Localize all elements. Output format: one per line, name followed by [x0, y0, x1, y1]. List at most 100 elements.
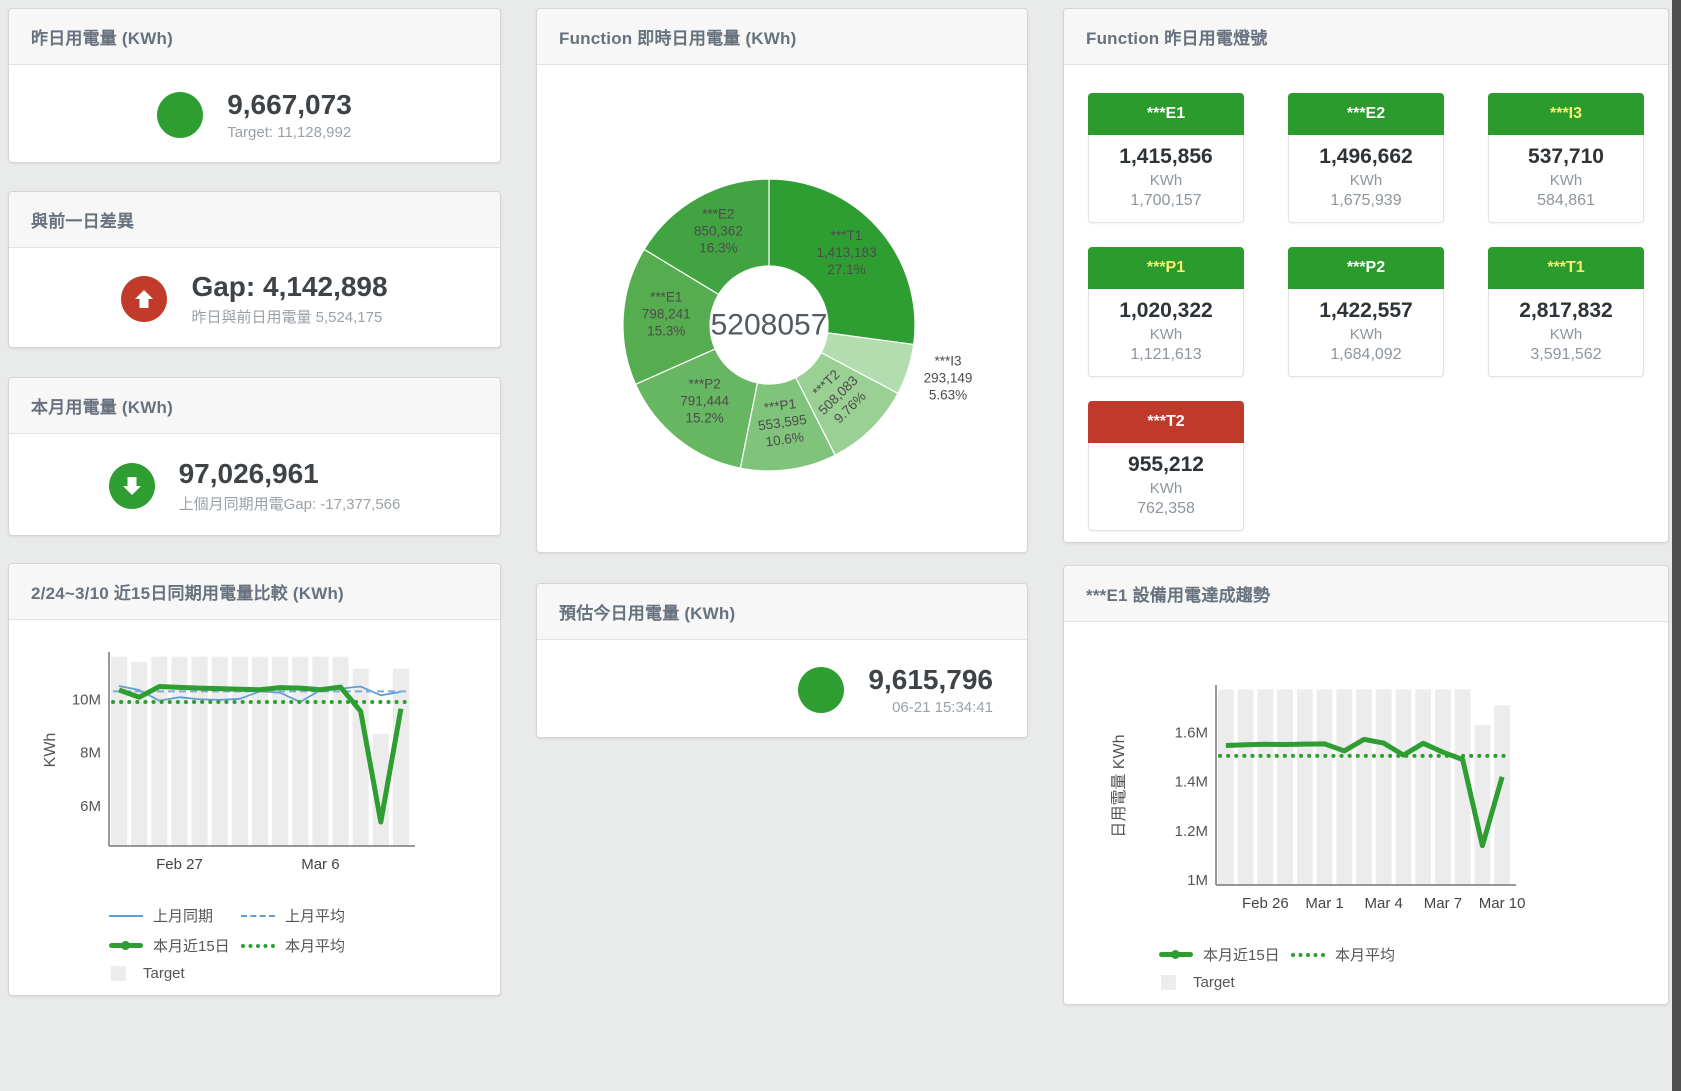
target-bar — [211, 656, 228, 846]
x-tick-label: Mar 10 — [1479, 895, 1526, 912]
light-tile-e1-target: 1,700,157 — [1130, 192, 1202, 209]
green-dots-swatch-icon — [241, 943, 275, 948]
arrow-down-circle-icon — [108, 463, 155, 509]
e1-trend-chart: 1M 1.2M 1.4M 1.6M 日用電量 KWh Feb 26 Mar 1 Mar 4 Ma… — [1064, 681, 1668, 936]
day-gap-subtitle: 昨日與前日用電量 5,524,175 — [191, 309, 383, 327]
estimate-today-timestamp: 06-21 15:34:41 — [892, 699, 993, 717]
light-tile-p1-header: ***P1 — [1088, 247, 1244, 289]
donut-slice-label: ***E1 798,241 15.3% — [642, 289, 691, 338]
x-tick-label: Feb 27 — [156, 856, 203, 873]
legend-item[interactable]: 本月近15日 — [109, 935, 241, 956]
x-tick-label: Mar 6 — [301, 856, 339, 873]
card-status-lights-title: Function 昨日用電燈號 — [1064, 9, 1668, 65]
estimate-today-value: 9,615,796 — [868, 663, 993, 695]
middle-column: Function 即時日用電量 (KWh) ***T1 1,413,183 27.1… — [536, 8, 1028, 738]
donut-slice[interactable] — [643, 177, 770, 295]
legend-item[interactable]: Target — [1159, 974, 1291, 991]
light-tile-i3-body: 537,710 KWh 584,861 — [1488, 135, 1644, 223]
legend-label: Target — [1193, 974, 1235, 991]
card-compare-chart: 2/24~3/10 近15日同期用電量比較 (KWh) 6M 8M 10M KWh Fe… — [8, 563, 501, 996]
card-e1-trend-chart-title: ***E1 設備用電達成趨勢 — [1064, 566, 1668, 622]
month-usage-gap: 上個月同期用電Gap: -17,377,566 — [178, 496, 401, 514]
legend-item[interactable]: 本月近15日 — [1159, 944, 1291, 965]
light-tile-t1-body: 2,817,832 KWh 3,591,562 — [1488, 289, 1644, 377]
target-bar — [251, 656, 269, 846]
compare-chart-legend: 上月同期 上月平均 本月近15日 本月平均 Target — [109, 905, 500, 982]
donut-slice-label: ***E2 850,362 16.3% — [694, 206, 743, 255]
day-gap-body: Gap: 4,142,898 昨日與前日用電量 5,524,175 — [9, 248, 500, 350]
legend-item[interactable]: 本月平均 — [241, 935, 373, 956]
target-bar — [1454, 689, 1471, 885]
target-bar — [1435, 689, 1451, 885]
donut-slice[interactable] — [768, 177, 916, 345]
light-tile-p2-target: 1,684,092 — [1330, 346, 1402, 363]
light-tile-e1-unit: KWh — [1149, 172, 1183, 189]
card-estimate-today-title: 預估今日用電量 (KWh) — [537, 584, 1027, 640]
card-day-gap: 與前一日差異 Gap: 4,142,898 昨日與前日用電量 5,524,175 — [8, 191, 501, 348]
e1-trend-chart-legend: 本月近15日 本月平均 Target — [1159, 944, 1668, 991]
legend-label: 本月平均 — [285, 938, 346, 955]
target-bar — [372, 734, 389, 846]
target-bar — [191, 656, 208, 846]
light-tile-t1-target: 3,591,562 — [1530, 346, 1602, 363]
target-bar — [392, 668, 409, 846]
month-usage-value: 97,026,961 — [178, 457, 319, 489]
light-tile-e2-value: 1,496,662 — [1319, 145, 1413, 168]
day-gap-value: Gap: 4,142,898 — [191, 270, 388, 302]
light-tile-e2[interactable]: ***E2 1,496,662 KWh 1,675,939 — [1288, 93, 1444, 223]
donut-slice-label: ***P1553,59510.6% — [755, 395, 810, 450]
status-circle-icon — [798, 667, 845, 713]
arrow-up-circle-icon — [121, 276, 168, 322]
light-tile-p2[interactable]: ***P2 1,422,557 KWh 1,684,092 — [1288, 247, 1444, 377]
target-bar — [111, 656, 128, 846]
estimate-today-body: 9,615,796 06-21 15:34:41 — [537, 640, 1027, 740]
legend-item[interactable]: 上月同期 — [109, 905, 241, 926]
target-bar — [1277, 689, 1293, 885]
light-tile-p1-unit: KWh — [1149, 326, 1183, 343]
card-e1-trend-chart: ***E1 設備用電達成趨勢 1M 1.2M 1.4M 1.6M 日用電量 KWh Feb… — [1063, 565, 1669, 1005]
light-tile-t2-target: 762,358 — [1137, 500, 1195, 517]
right-column: Function 昨日用電燈號 ***E1 1,415,856 KWh 1,70… — [1063, 8, 1669, 1005]
y-tick-label: 1M — [1187, 872, 1208, 889]
light-tile-i3[interactable]: ***I3 537,710 KWh 584,861 — [1488, 93, 1644, 223]
scrollbar[interactable] — [1672, 0, 1681, 1091]
donut-slice-label: ***T1 1,413,183 27.1% — [817, 228, 877, 277]
y-tick-label: 1.6M — [1175, 725, 1208, 742]
card-month-usage-title: 本月用電量 (KWh) — [9, 378, 500, 434]
light-tile-t1-value: 2,817,832 — [1519, 299, 1613, 322]
light-tile-i3-header: ***I3 — [1488, 93, 1644, 135]
light-tile-p2-value: 1,422,557 — [1319, 299, 1413, 322]
green-dots-swatch-icon — [1291, 952, 1325, 957]
card-status-lights: Function 昨日用電燈號 ***E1 1,415,856 KWh 1,70… — [1063, 8, 1669, 543]
light-tile-e1-body: 1,415,856 KWh 1,700,157 — [1088, 135, 1244, 223]
target-bar — [332, 656, 349, 846]
gray-box-swatch-icon — [1161, 975, 1176, 990]
donut-slice[interactable] — [622, 248, 720, 385]
target-bar — [151, 656, 168, 846]
legend-item[interactable]: 本月平均 — [1291, 944, 1423, 965]
legend-item[interactable]: Target — [109, 965, 241, 982]
light-tile-t2[interactable]: ***T2 955,212 KWh 762,358 — [1088, 401, 1244, 531]
light-tile-p2-header: ***P2 — [1288, 247, 1444, 289]
legend-item[interactable]: 上月平均 — [241, 905, 373, 926]
status-circle-icon — [157, 92, 204, 138]
light-tile-i3-value: 537,710 — [1528, 145, 1604, 168]
yesterday-usage-target: Target: 11,128,992 — [227, 124, 352, 142]
target-bar — [1474, 725, 1491, 885]
light-tile-t1[interactable]: ***T1 2,817,832 KWh 3,591,562 — [1488, 247, 1644, 377]
y-tick-label: 8M — [80, 745, 101, 762]
target-bar — [131, 662, 148, 846]
blue-line-swatch-icon — [109, 914, 143, 917]
yesterday-usage-value: 9,667,073 — [227, 88, 352, 120]
light-tile-t2-body: 955,212 KWh 762,358 — [1088, 443, 1244, 531]
light-tile-e1[interactable]: ***E1 1,415,856 KWh 1,700,157 — [1088, 93, 1244, 223]
legend-label: 本月近15日 — [153, 938, 230, 955]
card-day-gap-title: 與前一日差異 — [9, 192, 500, 248]
target-bar — [1296, 689, 1313, 885]
y-axis-label: KWh — [42, 733, 59, 768]
light-tile-p1[interactable]: ***P1 1,020,322 KWh 1,121,613 — [1088, 247, 1244, 377]
donut-slice[interactable] — [634, 347, 759, 469]
green-thick-swatch-icon — [109, 941, 143, 950]
target-bar — [1257, 689, 1274, 885]
